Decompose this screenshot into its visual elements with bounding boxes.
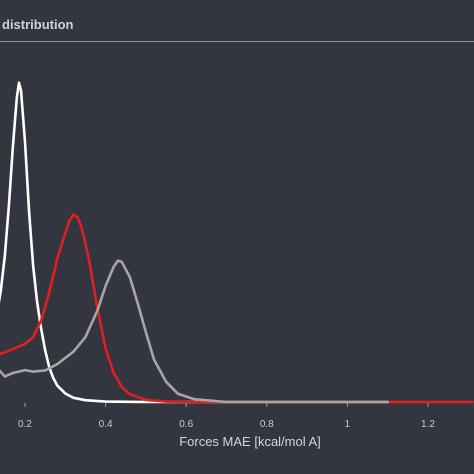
x-tick-label: 0.2 [18, 419, 32, 430]
x-tick-label: 1 [345, 419, 351, 430]
series-line-2 [0, 213, 474, 404]
x-axis: 0.2 0.4 0.6 0.8 1 1.2 [18, 403, 435, 430]
series-line-3 [0, 259, 389, 404]
title-divider [0, 41, 474, 42]
chart-title: distribution [2, 17, 74, 32]
x-axis-title: Forces MAE [kcal/mol A] [179, 434, 321, 449]
series-group [0, 81, 474, 404]
x-tick-label: 0.4 [99, 419, 113, 430]
x-tick-label: 0.6 [179, 419, 193, 430]
series-line-1 [0, 81, 389, 404]
x-tick-label: 1.2 [421, 419, 435, 430]
x-tick-label: 0.8 [260, 419, 274, 430]
